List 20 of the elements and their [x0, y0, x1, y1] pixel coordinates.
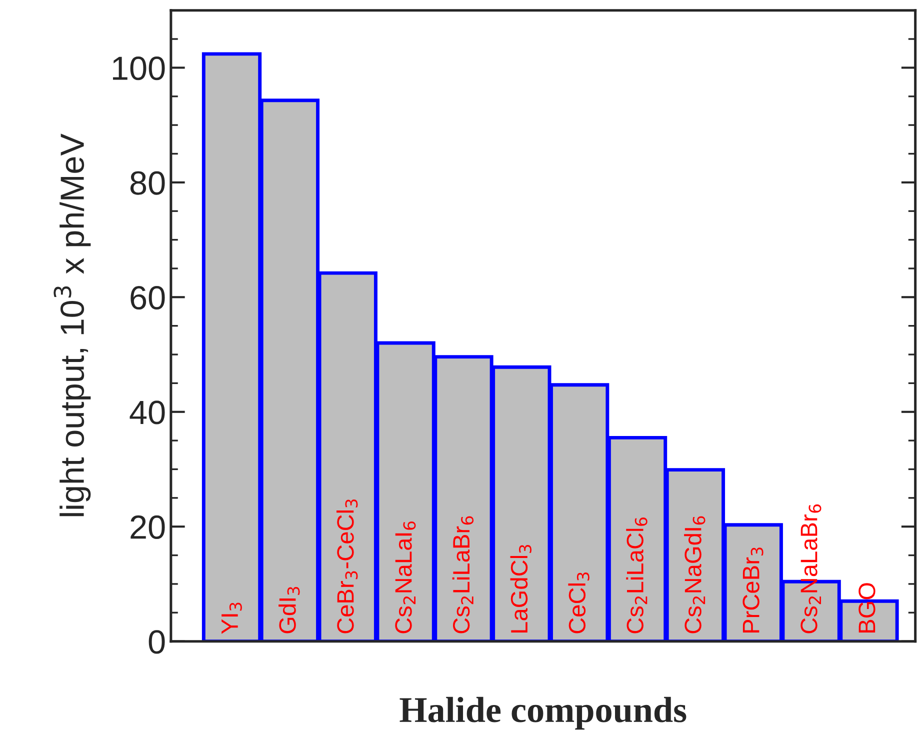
x-tick-label: Cs$_{2}$NaLaI$_{6}$: [395, 521, 416, 634]
x-tick-label: Cs$_{2}$LiLaBr$_{6}$: [452, 516, 474, 634]
y-tick-label: 40: [130, 400, 165, 424]
x-tick-label: PrCeBr$_{3}$: [742, 548, 764, 632]
x-tick-label: BGO: [858, 583, 876, 632]
y-tick-label: 100: [113, 56, 165, 80]
x-tick-label: Cs$_{2}$NaGdI$_{6}$: [684, 516, 706, 634]
y-tick-label: 0: [148, 630, 165, 654]
x-tick-label: CeCl$_{3}$: [568, 572, 590, 634]
y-tick-label: 80: [130, 171, 165, 195]
x-tick-label: LaGdCl$_{3}$: [510, 544, 532, 632]
x-tick-label: GdI$_{3}$: [278, 586, 300, 634]
y-axis-title: light output, 10$^{3}$ x ph/MeV: [54, 134, 91, 516]
x-tick-label: YI$_{3}$: [222, 602, 242, 634]
x-tick-label: Cs$_{2}$LiLaCl$_{6}$: [626, 518, 648, 634]
x-tick-label: Cs$_{2}$NaLaBr$_{6}$: [800, 504, 822, 634]
y-tick-label: 60: [130, 286, 165, 310]
x-tick-label: CeBr$_{3}$-CeCl$_{3}$: [336, 500, 358, 634]
x-axis-title: Halide compounds: [400, 696, 686, 730]
y-tick-label: 20: [130, 515, 165, 540]
